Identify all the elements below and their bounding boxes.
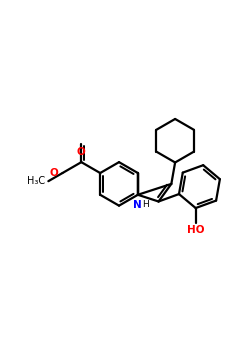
Text: O: O <box>77 147 86 156</box>
Text: O: O <box>50 168 58 178</box>
Text: H₃C: H₃C <box>27 176 46 186</box>
Text: HO: HO <box>187 225 204 235</box>
Text: H: H <box>142 200 149 209</box>
Text: N: N <box>134 200 142 210</box>
